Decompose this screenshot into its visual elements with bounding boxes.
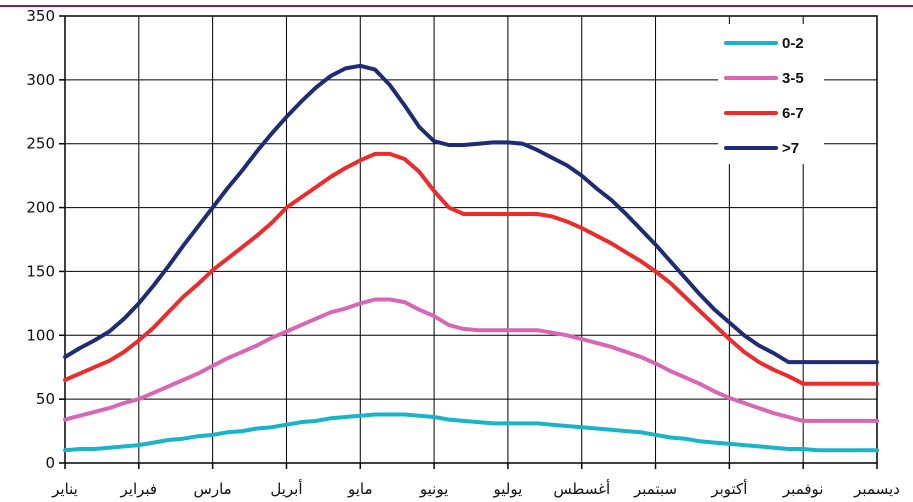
x-tick-label: نوفمبر xyxy=(782,480,824,498)
series-line-3-5 xyxy=(63,297,879,423)
y-tick-label: 50 xyxy=(36,390,55,408)
x-tick-label: مايو xyxy=(347,480,373,498)
plot-area-frame xyxy=(64,15,878,464)
legend-label: 6-7 xyxy=(782,105,804,122)
x-tick-label: يناير xyxy=(51,480,78,498)
x-tick-label: أبريل xyxy=(270,479,302,498)
x-tick-label: يونيو xyxy=(419,480,448,498)
legend-box xyxy=(718,24,824,164)
series-line-0-2 xyxy=(63,412,879,453)
legend-label: >7 xyxy=(782,140,799,157)
series-lines xyxy=(63,63,879,453)
x-tick-label: فبراير xyxy=(120,480,158,498)
legend: 0-2 3-5 6-7 >7 xyxy=(718,24,824,164)
x-tick-label: ديسمبر xyxy=(853,480,900,498)
y-tick-label: 350 xyxy=(26,7,55,25)
series-line-6-7 xyxy=(63,151,879,386)
y-tick-label: 200 xyxy=(26,199,55,217)
y-tick-label: 250 xyxy=(26,135,55,153)
y-tick-label: 100 xyxy=(26,326,55,344)
x-tick-label: أغسطس xyxy=(553,479,610,498)
y-axis-ticks: 0 50 100 150 200 250 300 350 xyxy=(26,7,65,472)
y-tick-label: 300 xyxy=(26,71,55,89)
legend-label: 3-5 xyxy=(782,70,804,87)
x-tick-label: مارس xyxy=(194,480,232,498)
x-tick-label: أكتوبر xyxy=(710,479,747,498)
y-tick-label: 150 xyxy=(26,262,55,280)
series-line->7 xyxy=(63,63,879,365)
y-tick-label: 0 xyxy=(45,454,55,472)
legend-label: 0-2 xyxy=(782,35,804,52)
gridlines xyxy=(64,15,878,464)
x-axis-ticks: يناير فبراير مارس أبريل مايو يونيو يوليو أغسطس س… xyxy=(51,463,900,498)
x-tick-label: يوليو xyxy=(493,480,523,498)
x-tick-label: سبتمبر xyxy=(633,480,677,498)
